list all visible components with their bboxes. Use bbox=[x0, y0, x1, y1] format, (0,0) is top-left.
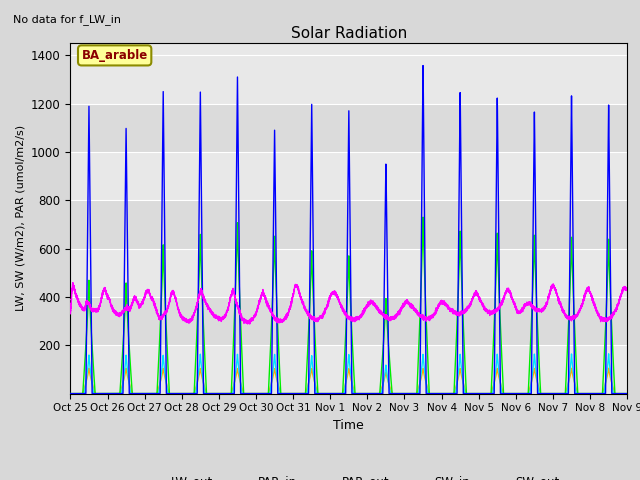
X-axis label: Time: Time bbox=[333, 419, 364, 432]
Legend: LW_out, PAR_in, PAR_out, SW_in, SW_out: LW_out, PAR_in, PAR_out, SW_in, SW_out bbox=[133, 470, 564, 480]
Bar bbox=[70, 297, 627, 345]
Text: BA_arable: BA_arable bbox=[81, 49, 148, 62]
Bar bbox=[70, 104, 627, 152]
Bar bbox=[70, 200, 627, 249]
Text: No data for f_LW_in: No data for f_LW_in bbox=[13, 14, 121, 25]
Y-axis label: LW, SW (W/m2), PAR (umol/m2/s): LW, SW (W/m2), PAR (umol/m2/s) bbox=[15, 125, 26, 312]
Title: Solar Radiation: Solar Radiation bbox=[291, 25, 407, 41]
